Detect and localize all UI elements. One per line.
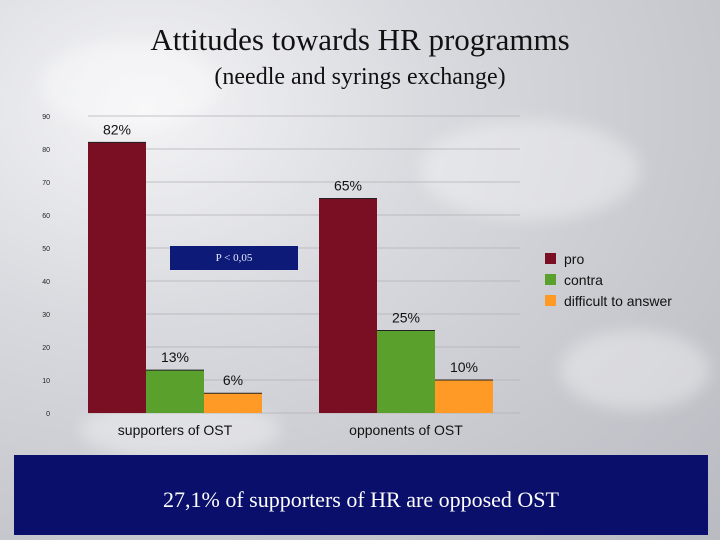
- gridlines: [88, 115, 520, 414]
- p-value-box: P < 0,05: [170, 246, 298, 270]
- x-tick-label: supporters of OST: [118, 422, 233, 438]
- y-tick-label: 90: [42, 114, 50, 121]
- legend-label-contra: contra: [564, 271, 603, 288]
- y-tick-label: 70: [42, 180, 50, 187]
- chart-legend: pro contra difficult to answer: [545, 248, 672, 311]
- bar-value-label: 25%: [392, 310, 420, 326]
- bar-value-label: 10%: [450, 359, 478, 375]
- y-tick-label: 40: [42, 279, 50, 286]
- bar-value-label: 82%: [103, 121, 131, 137]
- legend-item-difficult: difficult to answer: [545, 290, 672, 311]
- legend-swatch-difficult: [545, 295, 556, 306]
- footer-banner: 27,1% of supporters of HR are opposed OS…: [14, 455, 708, 535]
- y-tick-label: 10: [42, 378, 50, 385]
- legend-item-contra: contra: [545, 269, 672, 290]
- y-tick-label: 0: [46, 411, 50, 418]
- x-tick-label: opponents of OST: [349, 422, 463, 438]
- footer-text: 27,1% of supporters of HR are opposed OS…: [163, 487, 559, 512]
- bar-contra: [146, 370, 204, 413]
- y-tick-label: 30: [42, 312, 50, 319]
- y-tick-label: 20: [42, 345, 50, 352]
- y-tick-label: 50: [42, 246, 50, 253]
- bar-labels: 82% 65% 13% 25% 6% 10%: [103, 121, 478, 388]
- slide-subtitle: (needle and syrings exchange): [214, 64, 506, 90]
- legend-swatch-pro: [545, 253, 556, 264]
- y-tick-label: 80: [42, 147, 50, 154]
- bar-value-label: 13%: [161, 349, 189, 365]
- x-axis-labels: supporters of OST opponents of OST: [118, 422, 463, 438]
- legend-label-difficult: difficult to answer: [564, 292, 672, 309]
- bar-value-label: 6%: [223, 372, 243, 388]
- bars: [88, 141, 493, 413]
- legend-label-pro: pro: [564, 250, 585, 267]
- legend-item-pro: pro: [545, 248, 672, 269]
- legend-swatch-contra: [545, 274, 556, 285]
- y-tick-label: 60: [42, 213, 50, 220]
- bar-pro: [88, 142, 146, 413]
- bar-pro: [319, 198, 377, 413]
- bar-difficult-to-answer: [435, 380, 493, 413]
- slide-title: Attitudes towards HR programms: [150, 22, 570, 57]
- y-axis-ticks: 0 10 20 30 40 50 60 70 80 90: [42, 114, 50, 418]
- bar-contra: [377, 330, 435, 413]
- bar-difficult-to-answer: [204, 393, 262, 413]
- bar-value-label: 65%: [334, 178, 362, 194]
